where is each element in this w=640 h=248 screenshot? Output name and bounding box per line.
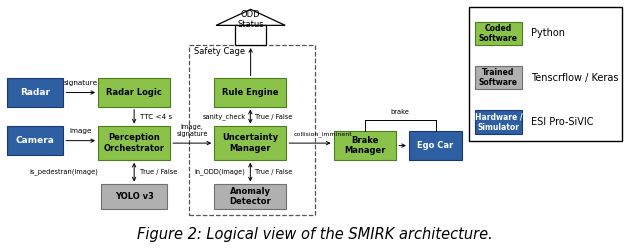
FancyBboxPatch shape: [475, 22, 522, 45]
FancyBboxPatch shape: [235, 25, 266, 45]
Text: Figure 2: Logical view of the SMIRK architecture.: Figure 2: Logical view of the SMIRK arch…: [137, 227, 493, 242]
FancyBboxPatch shape: [475, 110, 522, 134]
Text: Trained
Software: Trained Software: [479, 68, 518, 88]
Text: Rule Engine: Rule Engine: [222, 88, 278, 97]
Polygon shape: [216, 9, 285, 25]
FancyBboxPatch shape: [468, 7, 623, 141]
FancyBboxPatch shape: [409, 131, 462, 160]
FancyBboxPatch shape: [101, 185, 167, 209]
Text: Radar Logic: Radar Logic: [106, 88, 162, 97]
Text: True / False: True / False: [255, 114, 292, 120]
Text: Camera: Camera: [16, 136, 54, 145]
Text: True / False: True / False: [255, 169, 292, 175]
Text: Uncertainty
Manager: Uncertainty Manager: [222, 133, 278, 153]
Text: Perception
Orchestrator: Perception Orchestrator: [104, 133, 164, 153]
Text: Safety Cage: Safety Cage: [194, 47, 245, 56]
FancyBboxPatch shape: [475, 66, 522, 90]
Text: in_ODD(image): in_ODD(image): [195, 169, 245, 176]
Text: Anomaly
Detector: Anomaly Detector: [230, 187, 271, 206]
Text: image: image: [70, 128, 92, 134]
Text: YOLO v3: YOLO v3: [115, 192, 154, 201]
Text: Coded
Software: Coded Software: [479, 24, 518, 43]
FancyBboxPatch shape: [214, 78, 287, 107]
Text: ESI Pro-SiVIC: ESI Pro-SiVIC: [531, 117, 594, 127]
Text: TTC <4 s: TTC <4 s: [140, 114, 173, 120]
Text: Radar: Radar: [20, 88, 50, 97]
FancyBboxPatch shape: [98, 78, 170, 107]
FancyBboxPatch shape: [333, 131, 396, 160]
Text: sanity_check: sanity_check: [202, 113, 245, 120]
Text: True / False: True / False: [140, 169, 178, 175]
Text: is_pedestran(image): is_pedestran(image): [29, 169, 98, 176]
Text: Tenscrflow / Keras: Tenscrflow / Keras: [531, 73, 619, 83]
FancyBboxPatch shape: [98, 126, 170, 160]
FancyBboxPatch shape: [7, 126, 63, 155]
Text: ODD
Status: ODD Status: [237, 10, 264, 29]
Text: Image,
signature: Image, signature: [177, 124, 208, 137]
FancyBboxPatch shape: [214, 126, 287, 160]
FancyBboxPatch shape: [7, 78, 63, 107]
Text: Python: Python: [531, 28, 565, 38]
Text: collision_imminent: collision_imminent: [293, 131, 352, 137]
Text: Hardware /
Simulator: Hardware / Simulator: [475, 112, 522, 132]
Text: Brake
Manager: Brake Manager: [344, 136, 386, 155]
Text: signature: signature: [64, 80, 98, 86]
Text: Ego Car: Ego Car: [417, 141, 454, 150]
FancyBboxPatch shape: [214, 185, 287, 209]
Text: brake: brake: [391, 109, 410, 115]
